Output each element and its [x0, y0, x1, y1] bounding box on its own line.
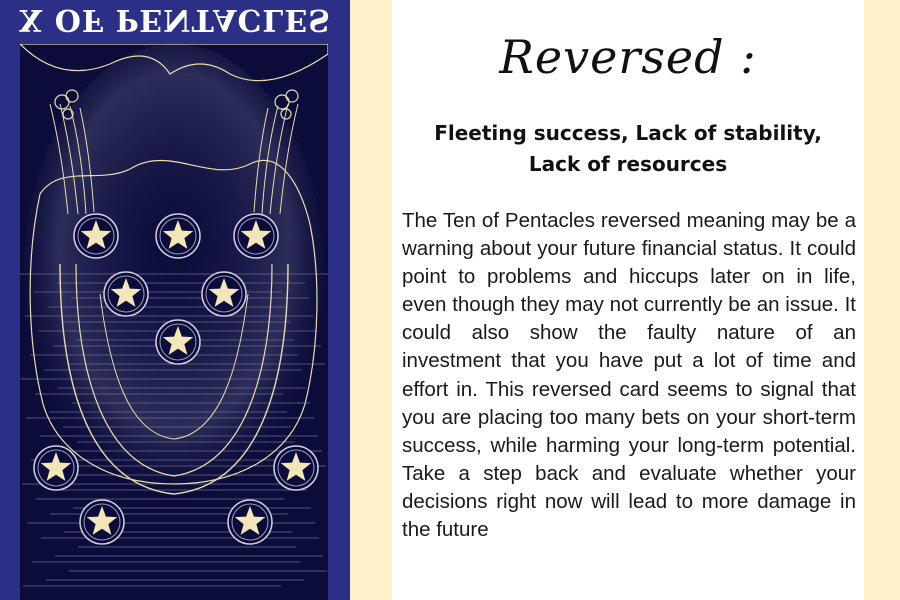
star-icon — [86, 506, 118, 535]
star-icon — [208, 278, 240, 307]
keywords-line-2: Lack of resources — [528, 152, 728, 176]
star-icon — [162, 220, 194, 249]
star-icon — [40, 452, 72, 481]
meaning-description: The Ten of Pentacles reversed meaning ma… — [402, 209, 856, 542]
reversed-heading: Reversed : — [499, 30, 757, 84]
pentacles-illustration-icon — [20, 44, 328, 587]
keywords: Fleeting success, Lack of stability, Lac… — [412, 118, 844, 180]
star-icon — [162, 326, 194, 355]
keywords-line-1: Fleeting success, Lack of stability, — [434, 121, 822, 145]
star-icon — [234, 506, 266, 535]
star-icon — [280, 452, 312, 481]
star-icon — [80, 220, 112, 249]
card-title: X OF PENTACLES — [19, 2, 331, 37]
star-icon — [240, 220, 272, 249]
card-illustration — [20, 44, 328, 600]
star-icon — [110, 278, 142, 307]
meaning-panel: Reversed : Fleeting success, Lack of sta… — [392, 0, 864, 600]
tarot-card: X OF PENTACLES — [0, 0, 350, 600]
